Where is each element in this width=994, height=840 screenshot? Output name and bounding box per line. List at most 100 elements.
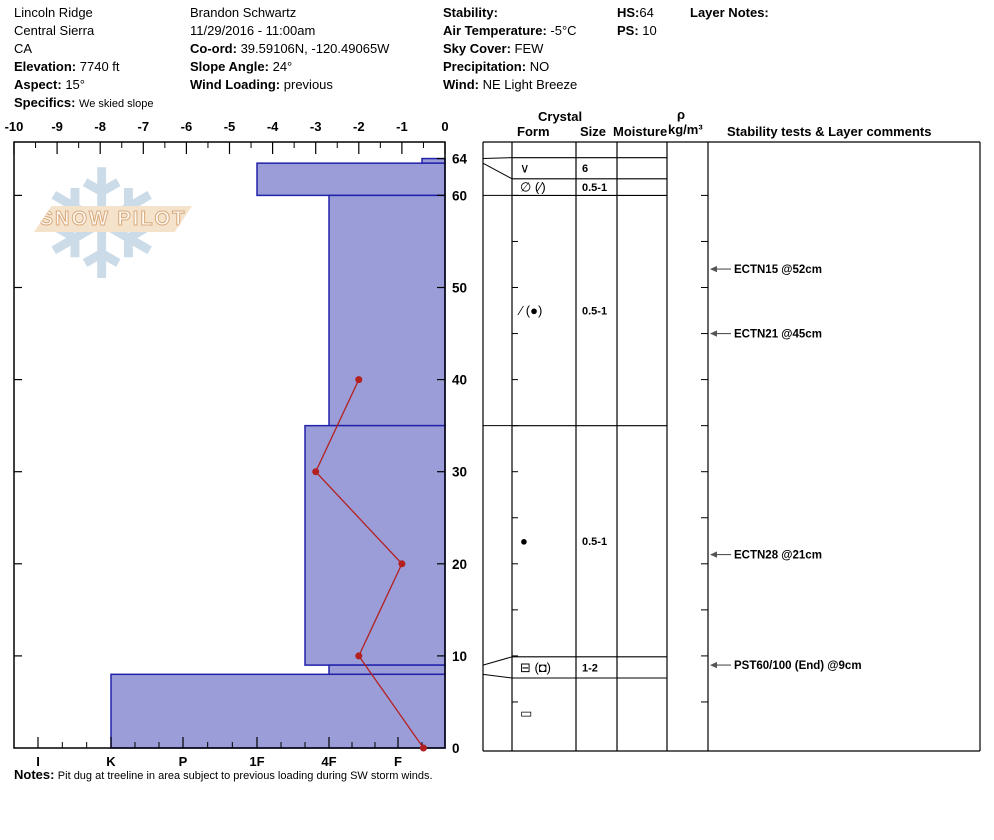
- facets-icon: ⊟ (◘): [520, 660, 551, 675]
- moisture-column-header: Moisture: [613, 124, 668, 139]
- aspect-value: 15°: [65, 77, 85, 92]
- sky-cover-label: Sky Cover:: [443, 41, 511, 56]
- stability-test-label: ECTN21 @45cm: [734, 329, 822, 341]
- snowpilot-logo-text: SNOW PILOT: [39, 207, 187, 230]
- left-arrow-icon: [710, 661, 717, 669]
- grain-size-value: 1-2: [582, 662, 598, 674]
- left-arrow-icon: [710, 551, 717, 558]
- tests-column-header: Stability tests & Layer comments: [727, 124, 932, 139]
- ladder-connector-line: [482, 162, 513, 180]
- surface-hoar-icon: ∨: [520, 161, 530, 176]
- temp-axis-label: -3: [310, 119, 322, 134]
- ladder-connector-line: [482, 673, 513, 679]
- header-observer: Brandon Schwartz 11/29/2016 - 11:00am Co…: [190, 4, 389, 94]
- stability-test-label: ECTN15 @52cm: [734, 264, 822, 276]
- specifics-value: We skied slope: [79, 98, 154, 110]
- temp-point: [355, 376, 363, 384]
- density-units-header: kg/m³: [668, 122, 703, 137]
- notes: Notes: Pit dug at treeline in area subje…: [14, 767, 433, 782]
- temp-point: [419, 744, 427, 752]
- temp-axis-label: -9: [51, 119, 63, 134]
- depth-axis-label: 0: [452, 741, 460, 756]
- layer-bar: [328, 194, 446, 427]
- density-column-header: ρ: [677, 107, 686, 122]
- header-layer-notes: Layer Notes:: [690, 4, 769, 22]
- temp-axis-label: -5: [224, 119, 236, 134]
- temp-axis-label: -4: [267, 119, 279, 134]
- slope-angle-label: Slope Angle:: [190, 59, 269, 74]
- specifics-row: Specifics: We skied slope: [14, 94, 153, 113]
- wind-value: NE Light Breeze: [482, 77, 578, 92]
- ps-label: PS:: [617, 23, 639, 38]
- sky-cover-row: Sky Cover: FEW: [443, 40, 577, 58]
- temp-axis-label: -1: [396, 119, 408, 134]
- rounded-grains-icon: ●: [520, 534, 528, 549]
- coord-label: Co-ord:: [190, 41, 237, 56]
- ps-row: PS: 10: [617, 22, 657, 40]
- layer-notes-label: Layer Notes:: [690, 5, 769, 20]
- layer-bar: [328, 664, 446, 676]
- grain-size-value: 6: [582, 163, 588, 175]
- stability-test-label: ECTN28 @21cm: [734, 550, 822, 562]
- ps-value: 10: [642, 23, 657, 38]
- air-temp-label: Air Temperature:: [443, 23, 547, 38]
- temp-axis-label: -7: [138, 119, 150, 134]
- wind-loading-value: previous: [283, 77, 333, 92]
- hardness-axis-label: 1F: [249, 754, 264, 769]
- header-totals: HS:64 PS: 10: [617, 4, 657, 40]
- depth-axis-label: 60: [452, 188, 467, 203]
- wind-loading-label: Wind Loading:: [190, 77, 281, 92]
- hardness-axis-label: 4F: [321, 754, 336, 769]
- layer-notes-row: Layer Notes:: [690, 4, 769, 22]
- header-conditions: Stability: Air Temperature: -5°C Sky Cov…: [443, 4, 577, 94]
- sky-cover-value: FEW: [514, 41, 544, 56]
- hs-value: 64: [639, 5, 654, 20]
- decomposing-new-snow-icon: ∅ (∕): [520, 180, 546, 195]
- grain-size-value: 0.5-1: [582, 536, 607, 548]
- depth-axis-label: 40: [452, 373, 467, 388]
- size-column-header: Size: [580, 124, 607, 139]
- wind-label: Wind:: [443, 77, 479, 92]
- temp-axis-label: -10: [5, 119, 24, 134]
- snowpilot-logo: SNOW PILOT: [34, 206, 192, 232]
- aspect-row: Aspect: 15°: [14, 76, 153, 94]
- coord-value: 39.59106N, -120.49065W: [240, 41, 390, 56]
- grain-size-value: 0.5-1: [582, 182, 607, 194]
- hardness-axis-label: K: [106, 754, 116, 769]
- depth-axis-label: 10: [452, 649, 467, 664]
- temp-axis-label: -2: [353, 119, 365, 134]
- layer-bar: [304, 424, 446, 666]
- location-name: Lincoln Ridge: [14, 5, 93, 20]
- depth-axis-label: 20: [452, 557, 467, 572]
- observation-datetime: 11/29/2016 - 11:00am: [190, 23, 316, 38]
- wind-loading-row: Wind Loading: previous: [190, 76, 389, 94]
- grain-size-value: 0.5-1: [582, 306, 607, 318]
- elevation-value: 7740 ft: [79, 59, 120, 74]
- specifics-label: Specifics:: [14, 95, 76, 110]
- ladder-connector-line: [482, 157, 513, 160]
- depth-axis-label: 50: [452, 281, 467, 296]
- depth-axis-label: 30: [452, 465, 467, 480]
- layer-bar: [256, 162, 446, 197]
- hardness-axis-label: I: [36, 754, 40, 769]
- hs-row: HS:64: [617, 4, 657, 22]
- coord-row: Co-ord: 39.59106N, -120.49065W: [190, 40, 389, 58]
- hardness-axis-label: F: [394, 754, 402, 769]
- slope-angle-value: 24°: [272, 59, 293, 74]
- wind-row: Wind: NE Light Breeze: [443, 76, 577, 94]
- crystal-column-header: Crystal: [538, 109, 583, 124]
- air-temp-row: Air Temperature: -5°C: [443, 22, 577, 40]
- observer-name: Brandon Schwartz: [190, 5, 297, 20]
- precip-row: Precipitation: NO: [443, 58, 577, 76]
- notes-label: Notes:: [14, 767, 55, 782]
- temp-axis-label: -8: [94, 119, 106, 134]
- temp-point: [398, 560, 406, 568]
- left-arrow-icon: [710, 330, 717, 337]
- aspect-label: Aspect:: [14, 77, 62, 92]
- temp-point: [355, 652, 363, 660]
- layer-bar: [110, 673, 446, 749]
- temp-point: [312, 468, 320, 476]
- air-temp-value: -5°C: [550, 23, 577, 38]
